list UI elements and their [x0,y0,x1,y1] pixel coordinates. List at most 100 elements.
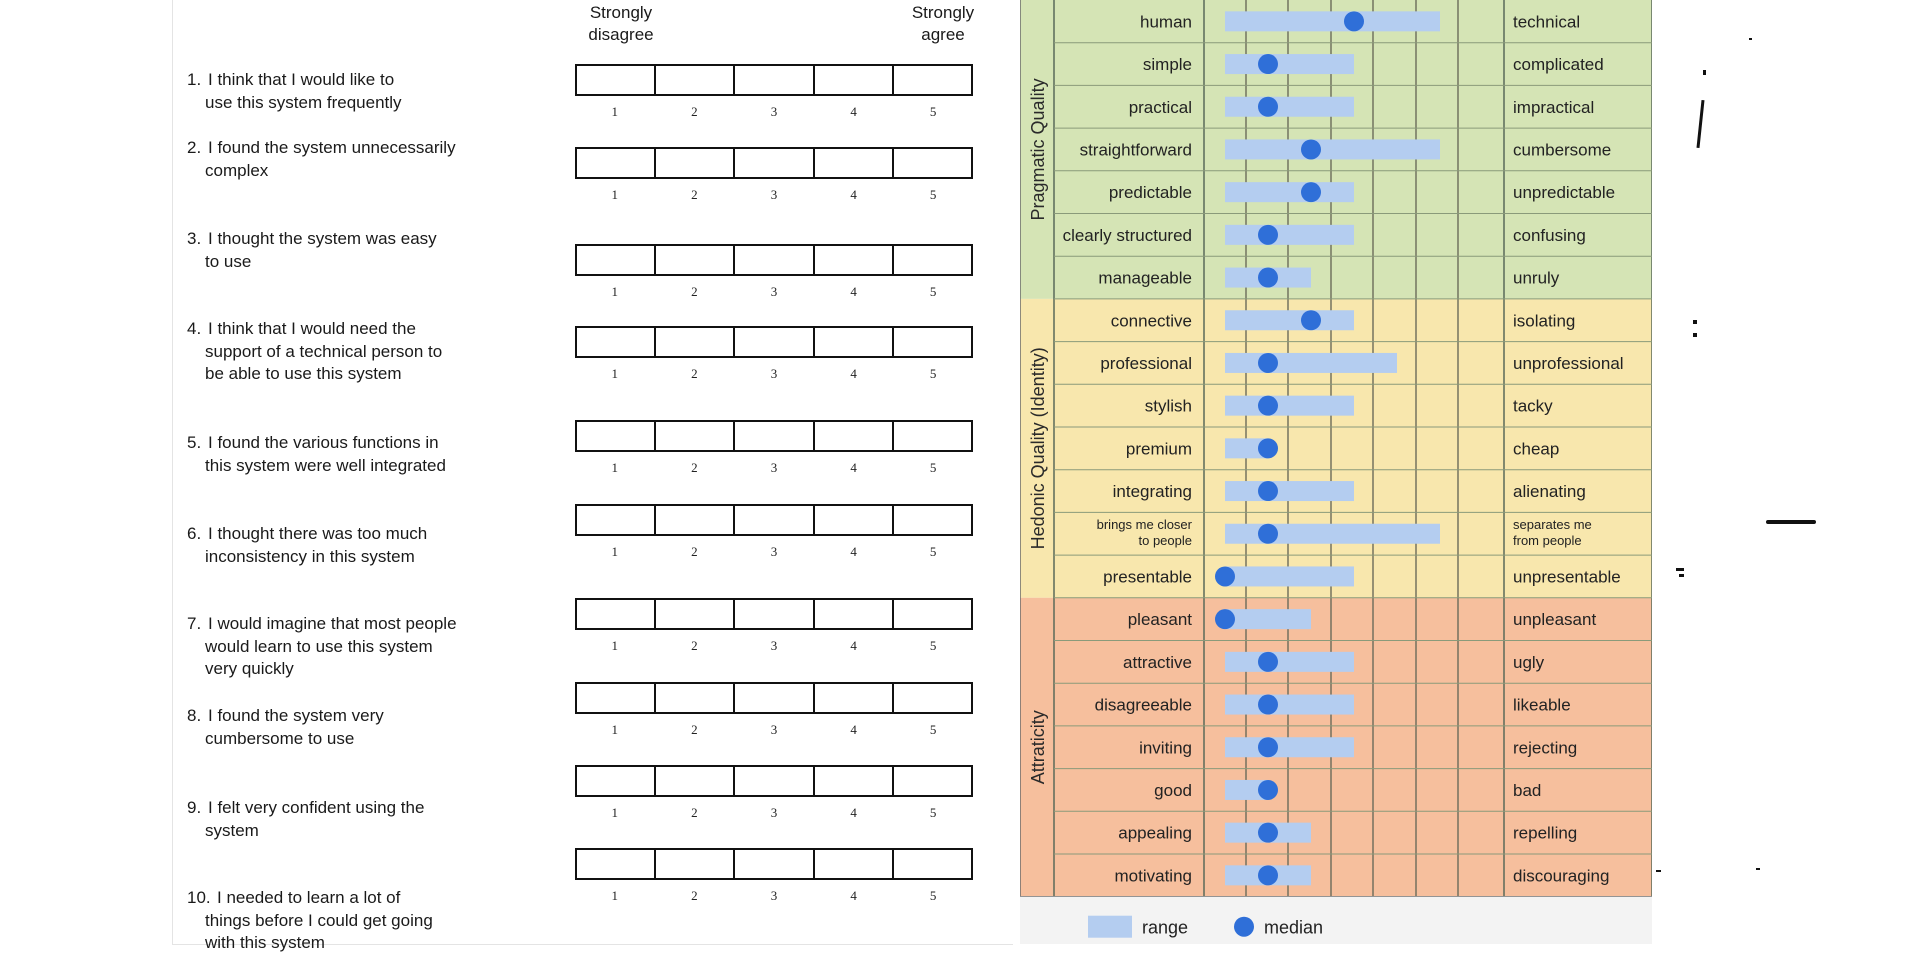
rating-option-4[interactable] [814,506,894,534]
median-dot [1258,54,1278,75]
rating-option-1[interactable] [577,149,657,177]
question-text: 6. I thought there was too much inconsiste… [187,523,507,568]
range-bar [1225,310,1354,331]
rating-option-5[interactable] [893,422,972,450]
range-bar [1225,694,1354,715]
rating-number: 2 [691,187,698,202]
question-line: this system were well integrated [205,455,446,475]
rating-number: 2 [691,366,698,381]
question-line: cumbersome to use [205,728,355,748]
rating-option-1[interactable] [577,328,657,356]
rating-number: 2 [691,805,698,820]
rating-option-2[interactable] [656,506,736,534]
rating-option-1[interactable] [577,850,657,878]
rating-option-3[interactable] [735,767,815,795]
rating-number: 5 [929,460,937,475]
margin-mark [1756,868,1760,870]
rating-option-1[interactable] [577,600,657,628]
item-right-word: isolating [1513,311,1575,330]
margin-mark [1749,38,1752,40]
rating-option-3[interactable] [735,684,815,712]
item-left-word: presentable [1103,567,1192,586]
median-dot [1258,694,1278,715]
question-text: 4. I think that I would need the support o… [187,318,507,386]
rating-option-5[interactable] [893,506,972,534]
rating-option-1[interactable] [577,684,657,712]
rating-scale [575,598,973,630]
rating-numbers: 1 2 3 4 5 [575,187,973,203]
range-bar [1225,54,1354,75]
rating-option-5[interactable] [893,149,972,177]
rating-option-2[interactable] [656,246,736,274]
median-dot [1258,865,1278,886]
rating-option-4[interactable] [814,850,894,878]
rating-option-5[interactable] [893,767,972,795]
rating-number: 3 [770,366,778,381]
median-dot [1258,737,1278,758]
rating-number: 2 [691,544,698,559]
question-text: 10. I needed to learn a lot of things befo… [187,887,507,955]
rating-option-3[interactable] [735,850,815,878]
question-number: 1. [187,70,202,89]
rating-option-2[interactable] [656,422,736,450]
rating-number: 4 [850,284,857,299]
rating-option-2[interactable] [656,66,736,94]
rating-option-4[interactable] [814,246,894,274]
rating-option-1[interactable] [577,66,657,94]
rating-option-1[interactable] [577,246,657,274]
rating-option-4[interactable] [814,600,894,628]
attrakdiff-chart: Pragmatic Quality Hedonic Quality (Identi… [1020,0,1652,944]
question-number: 8. [187,706,202,725]
rating-option-5[interactable] [893,850,972,878]
rating-option-3[interactable] [735,506,815,534]
rating-option-4[interactable] [814,149,894,177]
rating-option-1[interactable] [577,767,657,795]
rating-scale [575,848,973,880]
rating-option-1[interactable] [577,506,657,534]
range-bar [1225,96,1354,117]
item-right-word: unpresentable [1513,567,1621,586]
range-bar [1225,651,1354,672]
rating-option-3[interactable] [735,66,815,94]
rating-option-5[interactable] [893,328,972,356]
rating-option-4[interactable] [814,66,894,94]
rating-number: 2 [691,460,698,475]
rating-option-3[interactable] [735,422,815,450]
range-bar [1225,438,1268,459]
rating-number: 3 [770,284,778,299]
question-line: be able to use this system [205,364,402,383]
rating-option-5[interactable] [893,600,972,628]
rating-option-2[interactable] [656,767,736,795]
rating-option-1[interactable] [577,422,657,450]
rating-option-2[interactable] [656,684,736,712]
rating-option-3[interactable] [735,246,815,274]
rating-option-5[interactable] [893,684,972,712]
rating-number: 4 [850,460,857,475]
rating-option-4[interactable] [814,328,894,356]
rating-option-3[interactable] [735,328,815,356]
rating-option-5[interactable] [893,66,972,94]
item-left-line: brings me closer [1097,517,1193,532]
rating-option-4[interactable] [814,684,894,712]
rating-number: 4 [850,544,857,559]
rating-option-4[interactable] [814,767,894,795]
rating-option-2[interactable] [656,600,736,628]
rating-numbers: 1 2 3 4 5 [575,638,973,654]
group-label: Attraticity [1028,710,1048,784]
rating-option-3[interactable] [735,149,815,177]
margin-mark [1676,568,1684,571]
margin-mark [1693,333,1697,337]
rating-numbers: 1 2 3 4 5 [575,366,973,382]
rating-scale [575,765,973,797]
rating-number: 5 [929,805,937,820]
rating-numbers: 1 2 3 4 5 [575,544,973,560]
item-left-word: professional [1100,354,1192,373]
rating-option-2[interactable] [656,149,736,177]
rating-option-4[interactable] [814,422,894,450]
rating-option-2[interactable] [656,328,736,356]
rating-option-3[interactable] [735,600,815,628]
question-line: complex [205,160,269,180]
rating-option-2[interactable] [656,850,736,878]
rating-option-5[interactable] [893,246,972,274]
rating-number: 1 [611,187,619,202]
